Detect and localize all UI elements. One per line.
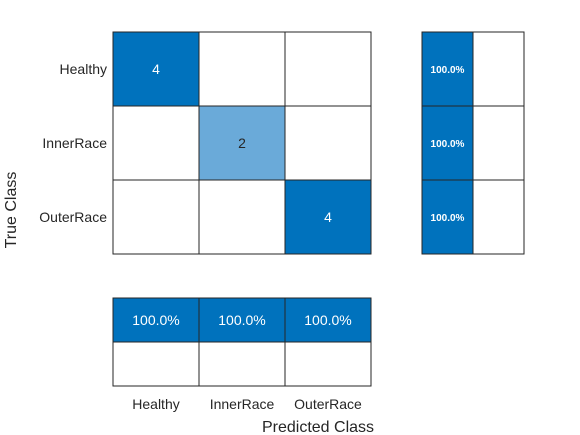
x-tick-label-2: OuterRace <box>294 396 362 412</box>
matrix-cell-0-0 <box>112 31 200 107</box>
row-summary-label-1: 100.0% <box>431 139 465 150</box>
matrix-cell-1-2 <box>284 105 372 181</box>
column-summary: 100.0% 100.0% 100.0% <box>112 297 372 387</box>
confusion-matrix: 4 2 4 <box>112 31 372 255</box>
row-summary-label-0: 100.0% <box>431 65 465 76</box>
col-summary-label-0: 100.0% <box>132 312 179 328</box>
matrix-cell-2-2 <box>284 179 372 255</box>
matrix-value-0-0: 4 <box>152 61 160 77</box>
matrix-value-1-1: 2 <box>238 135 246 151</box>
x-tick-label-0: Healthy <box>132 396 179 412</box>
row-summary-incorrect-0 <box>472 31 525 107</box>
matrix-cell-0-2 <box>284 31 372 107</box>
matrix-value-2-2: 4 <box>324 209 332 225</box>
axis-labels: Healthy Healthy InnerRace InnerRace OuterRac… <box>39 61 362 412</box>
row-summary-correct-2 <box>421 179 474 255</box>
row-summary: 100.0% 100.0% 100.0% <box>421 31 525 255</box>
x-tick-label-1: InnerRace <box>210 396 275 412</box>
matrix-cell-2-0 <box>112 179 200 255</box>
row-summary-label-2: 100.0% <box>431 213 465 224</box>
y-tick-label-2: OuterRace <box>39 209 107 225</box>
matrix-cell-1-0 <box>112 105 200 181</box>
y-axis-label: True Class <box>3 172 20 249</box>
col-summary-incorrect-0 <box>112 341 200 387</box>
row-summary-incorrect-2 <box>472 179 525 255</box>
row-summary-incorrect-1 <box>472 105 525 181</box>
col-summary-label-1: 100.0% <box>218 312 265 328</box>
col-summary-correct-1 <box>198 297 286 343</box>
col-summary-incorrect-2 <box>284 341 372 387</box>
x-axis-label: Predicted Class <box>262 419 374 435</box>
y-tick-label-1: InnerRace <box>42 135 107 151</box>
matrix-cell-2-1 <box>198 179 286 255</box>
matrix-cell-0-1 <box>198 31 286 107</box>
y-tick-label-0: Healthy <box>60 61 107 77</box>
col-summary-label-2: 100.0% <box>304 312 351 328</box>
matrix-cell-1-1 <box>198 105 286 181</box>
col-summary-incorrect-1 <box>198 341 286 387</box>
